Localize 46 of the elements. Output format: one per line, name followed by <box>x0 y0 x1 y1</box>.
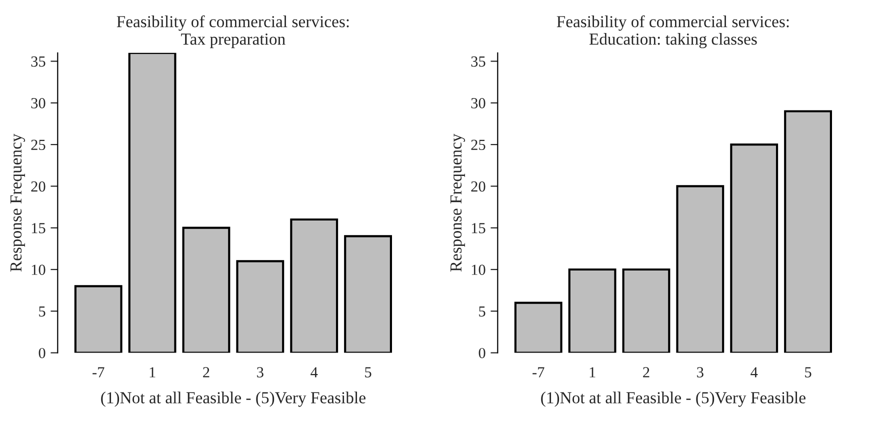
y-tick-label: 30 <box>471 98 486 108</box>
x-tick-label: 1 <box>590 367 596 378</box>
bar <box>514 302 562 353</box>
y-tick-label: 30 <box>31 98 46 108</box>
bar <box>74 285 122 353</box>
bar <box>784 110 832 353</box>
y-tick-label: 35 <box>471 56 486 67</box>
x-tick-label: 3 <box>257 367 264 378</box>
x-tick-label: 3 <box>697 367 704 378</box>
x-tick-label: 5 <box>805 367 812 378</box>
x-tick-label: -7 <box>92 367 104 378</box>
y-tick-label: 5 <box>39 306 46 317</box>
chart-title: Feasibility of commercial services: Education: taking classes <box>556 15 789 48</box>
x-tick-label: 5 <box>365 367 372 378</box>
x-tick-label: 4 <box>750 367 758 378</box>
y-tick-label: 0 <box>38 348 46 358</box>
chart-title: Feasibility of commercial services: Tax preparation <box>116 15 349 48</box>
bar <box>344 235 392 353</box>
bar <box>236 260 284 353</box>
y-tick-label: 25 <box>31 140 46 150</box>
y-tick-label: 5 <box>479 306 486 317</box>
x-axis-title: (1)Not at all Feasible - (5)Very Feasible <box>541 392 806 407</box>
y-tick-label: 0 <box>478 348 486 358</box>
bar <box>290 218 338 353</box>
bar <box>182 226 230 353</box>
y-tick-label: 25 <box>471 140 486 150</box>
bar <box>676 185 724 353</box>
y-tick-label: 20 <box>471 181 486 192</box>
bar <box>128 52 176 353</box>
y-tick-label: 20 <box>31 181 46 192</box>
y-tick-label: 10 <box>32 264 46 275</box>
bar <box>568 268 616 353</box>
x-tick-label: 1 <box>150 367 156 378</box>
y-axis-title: Response Frequency <box>10 134 26 272</box>
bar <box>622 268 670 353</box>
bar <box>730 144 778 353</box>
y-axis-title: Response Frequency <box>450 134 466 272</box>
x-tick-label: 2 <box>203 367 210 378</box>
y-tick-label: 35 <box>31 56 46 67</box>
x-tick-label: 2 <box>643 367 650 378</box>
y-tick-label: 10 <box>472 264 486 275</box>
x-tick-label: 4 <box>310 367 318 378</box>
y-tick-label: 15 <box>32 223 46 234</box>
y-tick-label: 15 <box>472 223 486 234</box>
x-tick-label: -7 <box>532 367 544 378</box>
x-axis-title: (1)Not at all Feasible - (5)Very Feasible <box>101 392 366 407</box>
